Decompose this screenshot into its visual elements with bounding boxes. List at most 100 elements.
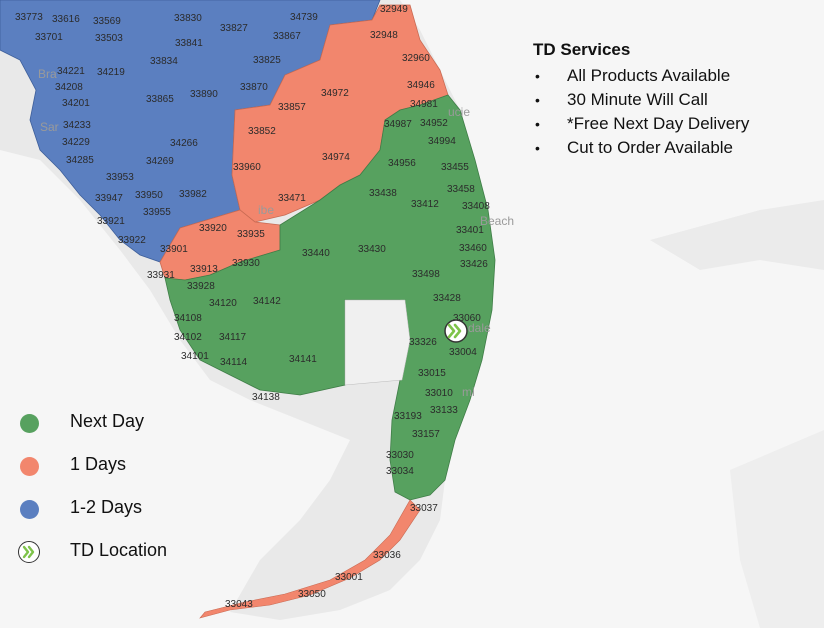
zip-label: 33921 — [97, 216, 125, 227]
zip-label: 34987 — [384, 119, 412, 130]
services-list-item: • *Free Next Day Delivery — [533, 112, 813, 136]
zip-label: 33010 — [425, 388, 453, 399]
zip-label: 33825 — [253, 55, 281, 66]
legend-label: 1-2 Days — [70, 497, 143, 517]
chevron-double-right-icon — [18, 541, 40, 563]
blue-circle-icon — [20, 500, 39, 519]
services-item-label: All Products Available — [567, 66, 731, 85]
zip-label: 33857 — [278, 102, 306, 113]
island-background-2 — [730, 430, 824, 628]
zip-label: 33867 — [273, 31, 301, 42]
legend-item-next-day: Next Day — [18, 406, 228, 449]
legend-item-one-two-days: 1-2 Days — [18, 492, 228, 535]
services-list-item: • All Products Available — [533, 64, 813, 88]
services-item-label: *Free Next Day Delivery — [567, 114, 750, 133]
zip-label: 34221 — [57, 66, 85, 77]
services-item-label: 30 Minute Will Call — [567, 90, 708, 109]
legend-label: 1 Days — [70, 454, 127, 474]
zip-label: 34117 — [219, 332, 247, 343]
zip-label: 32960 — [402, 53, 430, 64]
zip-label: 33498 — [412, 269, 440, 280]
zip-label: 33953 — [106, 172, 134, 183]
zip-label: 33440 — [302, 248, 330, 259]
zip-label: 33458 — [447, 184, 475, 195]
zip-label: 33930 — [232, 258, 260, 269]
zip-label: 33928 — [187, 281, 215, 292]
zip-label: 33947 — [95, 193, 123, 204]
zip-code-labels: 33773 33616 33569 33830 33827 34739 3294… — [15, 4, 490, 610]
zip-label: 34972 — [321, 88, 349, 99]
zip-label: 33931 — [147, 270, 175, 281]
zip-label: 33460 — [459, 243, 487, 254]
zip-label: 33920 — [199, 223, 227, 234]
zip-label: 33455 — [441, 162, 469, 173]
zip-label: 33569 — [93, 16, 121, 27]
zip-label: 34229 — [62, 137, 90, 148]
zip-label: 34269 — [146, 156, 174, 167]
zip-label: 33471 — [278, 193, 306, 204]
zip-label: 34138 — [252, 392, 280, 403]
zip-label: 34120 — [209, 298, 237, 309]
zip-label: 33015 — [418, 368, 446, 379]
zip-label: 33865 — [146, 94, 174, 105]
bullet-icon: • — [535, 92, 540, 108]
legend-label: Next Day — [70, 411, 145, 431]
zip-label: 34201 — [62, 98, 90, 109]
zip-label: 34952 — [420, 118, 448, 129]
services-title: TD Services — [533, 40, 631, 59]
place-label: Beach — [480, 214, 514, 228]
zip-label: 33193 — [394, 411, 422, 422]
zip-label: 33428 — [433, 293, 461, 304]
florida-keys — [199, 499, 421, 619]
legend-label: TD Location — [70, 540, 168, 560]
place-label: dale — [468, 321, 491, 335]
zip-label: 34141 — [289, 354, 317, 365]
zip-label: 34233 — [63, 120, 91, 131]
zip-label: 33701 — [35, 32, 63, 43]
place-label: mi — [462, 385, 475, 399]
zip-label: 32948 — [370, 30, 398, 41]
zip-label: 33430 — [358, 244, 386, 255]
zip-label: 34108 — [174, 313, 202, 324]
zip-label: 34219 — [97, 67, 125, 78]
zip-label: 34981 — [410, 99, 438, 110]
bullet-icon: • — [535, 116, 540, 132]
zip-label: 33913 — [190, 264, 218, 275]
zip-label: 33001 — [335, 572, 363, 583]
zip-label: 33503 — [95, 33, 123, 44]
zip-label: 33004 — [449, 347, 477, 358]
zip-label: 34974 — [322, 152, 350, 163]
place-label: Bra — [38, 67, 57, 81]
zip-label: 33157 — [412, 429, 440, 440]
zip-label: 33326 — [409, 337, 437, 348]
zip-label: 34946 — [407, 80, 435, 91]
zip-label: 34266 — [170, 138, 198, 149]
td-location-marker[interactable] — [444, 319, 468, 343]
zip-label: 33922 — [118, 235, 146, 246]
zip-label: 33036 — [373, 550, 401, 561]
zip-label: 33841 — [175, 38, 203, 49]
orange-circle-icon — [20, 457, 39, 476]
zip-label: 34114 — [220, 357, 248, 368]
zip-label: 33438 — [369, 188, 397, 199]
zip-label: 33960 — [233, 162, 261, 173]
zip-label: 33955 — [143, 207, 171, 218]
services-panel: TD Services • All Products Available • 30 … — [533, 40, 813, 160]
zip-label: 34994 — [428, 136, 456, 147]
zip-label: 33870 — [240, 82, 268, 93]
legend-item-td-location: TD Location — [18, 535, 228, 578]
map-legend: Next Day 1 Days 1-2 Days TD Location — [18, 406, 228, 578]
zip-label: 33426 — [460, 259, 488, 270]
zip-label: 32949 — [380, 4, 408, 15]
zip-label: 33827 — [220, 23, 248, 34]
zip-label: 33852 — [248, 126, 276, 137]
zip-label: 33401 — [456, 225, 484, 236]
zip-label: 33034 — [386, 466, 414, 477]
zip-label: 33060 — [453, 313, 481, 324]
zip-label: 33950 — [135, 190, 163, 201]
zip-label: 34101 — [181, 351, 209, 362]
bullet-icon: • — [535, 68, 540, 84]
zip-label: 33890 — [190, 89, 218, 100]
everglades-area — [344, 299, 411, 386]
